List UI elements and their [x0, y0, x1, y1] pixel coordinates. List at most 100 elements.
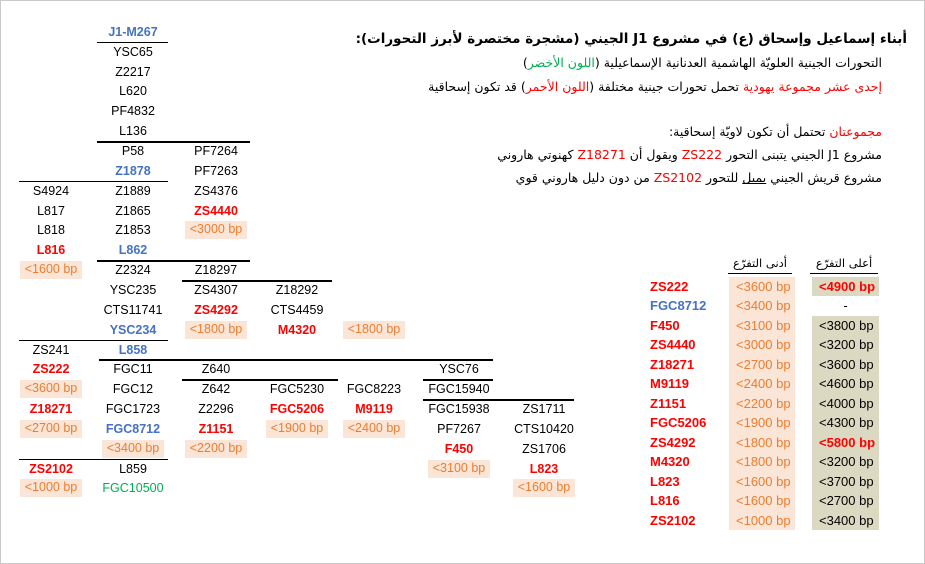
max-branching-value: <2700 bp	[812, 491, 879, 511]
side-table-snp-name: ZS2102	[650, 512, 696, 528]
header-text-segment: مشروع J1 الجيني يتبنى التحور	[722, 147, 882, 163]
snp-label: ZS1711	[522, 402, 566, 417]
header-text-segment: يميل	[742, 170, 767, 186]
snp-label: Z640	[201, 362, 231, 377]
branching-age-badge: <1800 bp	[339, 320, 409, 340]
min-branching-value: <1000 bp	[729, 510, 795, 530]
header-line: مشروع J1 الجيني يتبنى التحور ZS222 ويقول…	[381, 143, 907, 166]
max-branching-value: <4000 bp	[812, 393, 879, 413]
branching-age-badge: <3600 bp	[11, 379, 91, 399]
header-text-segment: Z18271	[577, 147, 626, 163]
group-divider-line	[19, 180, 168, 183]
snp-label: FGC15940	[428, 382, 490, 397]
header-text-segment: اللون الأحمر	[525, 78, 590, 94]
min-branching-value: <1600 bp	[729, 491, 795, 511]
snp-label: Z18292	[275, 282, 319, 297]
snp-label: ZS4292	[194, 302, 238, 317]
header-text-segment: للتحور	[702, 170, 743, 186]
snp-label: FGC11	[113, 362, 153, 377]
snp-label: FGC15938	[428, 402, 490, 417]
header-text-segment: ) قد تكون إسحاقية	[428, 78, 526, 94]
max-branching-value: <4300 bp	[812, 413, 879, 433]
max-branching-value: <3200 bp	[812, 452, 879, 472]
snp-label: FGC10500	[102, 481, 164, 496]
branching-age-text: <2700 bp	[19, 419, 83, 438]
side-table-snp-name: Z1151	[650, 395, 687, 411]
min-branching-value: <3100 bp	[729, 315, 795, 335]
snp-label: Z642	[201, 382, 231, 397]
min-branching-value: <1800 bp	[729, 432, 795, 452]
branching-age-badge: <1600 bp	[509, 479, 579, 499]
header-text-segment: اللون الأخضر	[527, 55, 595, 71]
min-branching-value: <1800 bp	[729, 452, 795, 472]
min-branching-value: <2700 bp	[729, 354, 795, 374]
snp-label: FGC5206	[269, 402, 325, 417]
branching-age-badge: <1000 bp	[11, 479, 91, 499]
header-line: التحورات الجينية العلويّة الهاشمية العدن…	[381, 51, 907, 74]
branching-age-badge: <1600 bp	[11, 260, 91, 280]
snp-label: ZS4376	[194, 183, 238, 198]
header-text-segment: ZS2102	[653, 170, 703, 186]
header-text-segment: من دون دليل هاروني قوي	[515, 170, 654, 186]
snp-label: Z18297	[194, 263, 238, 278]
snp-label: L859	[119, 461, 147, 476]
min-branching-value: <3400 bp	[729, 296, 795, 316]
side-table-snp-name: M4320	[650, 454, 690, 470]
group-divider-line	[97, 141, 250, 143]
snp-label: FGC1723	[105, 402, 161, 417]
min-branching-value: <2200 bp	[729, 393, 795, 413]
snp-label: Z18271	[29, 402, 73, 417]
snp-label: FGC8712	[105, 421, 161, 436]
snp-label: CTS10420	[514, 421, 574, 436]
header-text-segment: مجموعتان	[829, 123, 882, 139]
branching-age-text: <1600 bp	[512, 479, 576, 498]
page-title: أبناء إسماعيل وإسحاق (ع) في مشروع J1 الج…	[356, 28, 907, 51]
group-divider-line	[19, 458, 168, 461]
snp-label: M9119	[355, 402, 393, 417]
snp-label: Z2296	[198, 402, 234, 417]
snp-label: L817	[37, 203, 65, 218]
branching-age-badge: <2400 bp	[339, 419, 409, 439]
snp-label: PF7267	[437, 421, 481, 436]
max-branching-header: أعلى التفرّع	[810, 254, 878, 274]
header-text-segment: أبناء إسماعيل وإسحاق (ع) في مشروع J1 الج…	[355, 31, 907, 47]
snp-label: J1-M267	[108, 24, 158, 39]
side-table-snp-name: Z18271	[650, 356, 695, 372]
header-text-segment: ويقول أن	[625, 147, 682, 163]
min-branching-value: <2400 bp	[729, 374, 795, 394]
header-text-segment: تحتمل أن تكون لاويّة إسحاقية:	[668, 123, 830, 139]
side-table-snp-name: F450	[650, 317, 680, 333]
side-table-snp-name: L816	[650, 493, 680, 509]
header-text-segment: التحورات الجينية العلويّة الهاشمية العدن…	[594, 55, 882, 71]
snp-label: ZS241	[32, 342, 70, 357]
snp-label: ZS2102	[29, 461, 73, 476]
header-line: مشروع قريش الجيني يميل للتحور ZS2102 من …	[381, 166, 907, 189]
group-divider-line	[19, 339, 168, 342]
max-branching-value: <4900 bp	[812, 276, 879, 296]
group-divider-line	[97, 41, 168, 44]
snp-label: ZS222	[32, 362, 70, 377]
branching-age-text: <1800 bp	[342, 320, 406, 339]
max-branching-value: <3800 bp	[812, 315, 879, 335]
header-text-segment: كهنوتي هاروني	[497, 147, 578, 163]
group-divider-line	[97, 260, 250, 262]
header-text-segment: )	[522, 55, 528, 71]
branching-age-badge: <3100 bp	[424, 459, 494, 479]
max-branching-value: <4600 bp	[812, 374, 879, 394]
side-table-snp-name: M9119	[650, 376, 690, 392]
branching-age-text: <3000 bp	[184, 221, 248, 240]
snp-label: L620	[119, 84, 147, 99]
snp-label: L816	[36, 243, 66, 258]
side-table-snp-name: FGC5206	[650, 415, 707, 431]
max-branching-value: <3200 bp	[812, 335, 879, 355]
header-text: أبناء إسماعيل وإسحاق (ع) في مشروع J1 الج…	[356, 28, 907, 190]
header-text-segment: إحدى عشر مجموعة يهودية	[742, 78, 882, 94]
snp-label: M4320	[277, 322, 317, 337]
snp-label: S4924	[32, 183, 70, 198]
branching-age-text: <2200 bp	[184, 439, 248, 458]
header-line: إحدى عشر مجموعة يهودية تحمل تحورات جينية…	[381, 75, 907, 98]
snp-label: Z1151	[198, 421, 234, 436]
side-table-snp-name: ZS4292	[650, 434, 696, 450]
side-table-snp-name: ZS222	[650, 278, 689, 294]
